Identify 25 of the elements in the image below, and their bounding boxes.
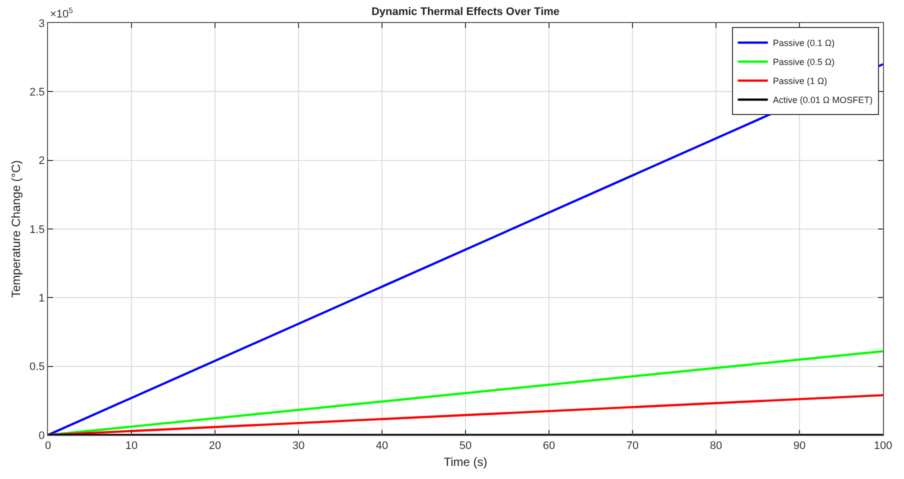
x-tick-label: 60	[542, 440, 556, 452]
y-tick-label: 0	[38, 430, 45, 442]
text: ×10$^{5}$	[50, 6, 73, 21]
legend-label: Passive (0.5 Ω)	[772, 57, 835, 68]
x-tick-label: 80	[710, 440, 722, 452]
chart-title: Dynamic Thermal Effects Over Time	[371, 6, 560, 18]
legend-label: Active (0.01 Ω MOSFET)	[772, 95, 873, 106]
x-tick-label: 30	[292, 440, 305, 452]
y-tick-label: 1.5	[30, 224, 45, 236]
y-tick-label: 2	[38, 155, 45, 168]
legend-label: Passive (0.1 Ω)	[772, 38, 835, 48]
x-tick-label: 100	[874, 440, 892, 452]
x-tick-label: 40	[376, 440, 388, 452]
y-tick-label: 2.5	[30, 86, 45, 99]
x-axis-title: Time (s)	[444, 455, 488, 470]
y-tick-label: 1	[38, 292, 45, 305]
x-tick-label: 10	[125, 440, 138, 452]
legend-label: Passive (1 Ω)	[772, 76, 828, 86]
x-tick-label: 70	[626, 440, 639, 452]
y-axis-title: Temperature Change (°C)	[8, 160, 23, 298]
x-tick-label: 20	[208, 440, 222, 452]
y-tick-label: 0.5	[30, 361, 45, 374]
x-tick-label: 50	[459, 440, 472, 452]
x-tick-label: 90	[793, 440, 806, 452]
y-tick-label: 3	[38, 18, 45, 30]
